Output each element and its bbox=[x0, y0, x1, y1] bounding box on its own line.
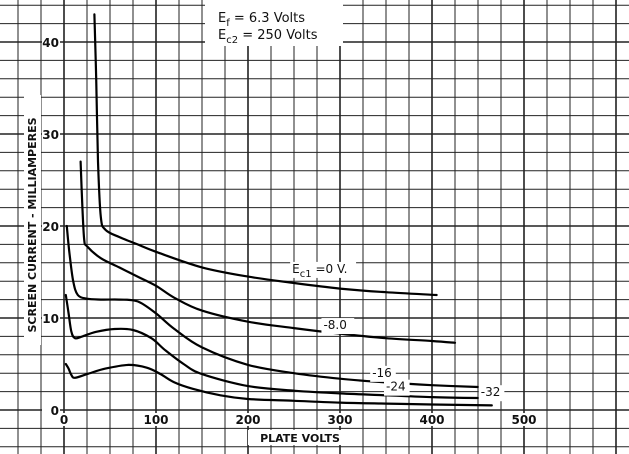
curve-label-1: -8.0 bbox=[323, 318, 346, 332]
curve-label-3: -24 bbox=[386, 380, 406, 394]
x-tick-label: 200 bbox=[235, 413, 260, 427]
y-tick-label: 20 bbox=[42, 220, 59, 234]
x-tick-bg bbox=[328, 413, 352, 426]
curves bbox=[64, 13, 493, 407]
conditions-box: Ef = 6.3 Volts Ec2 = 250 Volts bbox=[205, 0, 343, 46]
y-tick-bg bbox=[42, 404, 60, 418]
curve-label-4: -32 bbox=[481, 385, 501, 399]
tick-labels: 0 100 200 300 400 500 0 10 20 30 40 bbox=[24, 36, 537, 445]
y-tick-bg bbox=[42, 220, 60, 234]
y-tick-label: 30 bbox=[42, 128, 59, 142]
y-tick-bg bbox=[42, 312, 60, 326]
curve-labels: Ec1 =0 V. -8.0 -16-24 -32 bbox=[290, 261, 505, 402]
curve-2 bbox=[65, 224, 480, 389]
y-tick-label: 40 bbox=[42, 36, 59, 50]
curve-4 bbox=[64, 362, 493, 407]
x-tick-bg bbox=[420, 413, 444, 426]
y-axis-title: SCREEN CURRENT - MILLIAMPERES bbox=[26, 117, 39, 332]
y-tick-label: 10 bbox=[42, 312, 59, 326]
curve-label-2: -16 bbox=[372, 366, 392, 380]
curve-label-bg bbox=[290, 261, 357, 278]
curve-label-bg bbox=[321, 318, 355, 335]
x-tick-bg bbox=[144, 413, 168, 426]
curve-label-bg bbox=[478, 385, 505, 402]
x-tick-label: 500 bbox=[511, 413, 536, 427]
x-axis-title: PLATE VOLTS bbox=[260, 432, 340, 445]
curve-1 bbox=[79, 160, 457, 344]
y-tick-bg bbox=[42, 128, 60, 142]
x-tick-bg bbox=[512, 413, 536, 426]
condition-ec2: Ec2 = 250 Volts bbox=[218, 28, 318, 46]
y-tick-bg bbox=[42, 36, 60, 50]
curve-label-bg bbox=[384, 379, 410, 396]
x-tick-label: 100 bbox=[143, 413, 168, 427]
condition-ef: Ef = 6.3 Volts bbox=[218, 11, 305, 29]
curve-label-bg bbox=[370, 365, 396, 382]
curve-0 bbox=[93, 13, 438, 297]
x-tick-label: 0 bbox=[60, 413, 68, 427]
x-tick-label: 400 bbox=[419, 413, 444, 427]
x-tick-label: 300 bbox=[327, 413, 352, 427]
curve-label-0: Ec1 =0 V. bbox=[292, 262, 347, 280]
y-tick-label: 0 bbox=[51, 404, 59, 418]
curve-3 bbox=[64, 293, 480, 400]
x-tick-bg bbox=[236, 413, 260, 426]
